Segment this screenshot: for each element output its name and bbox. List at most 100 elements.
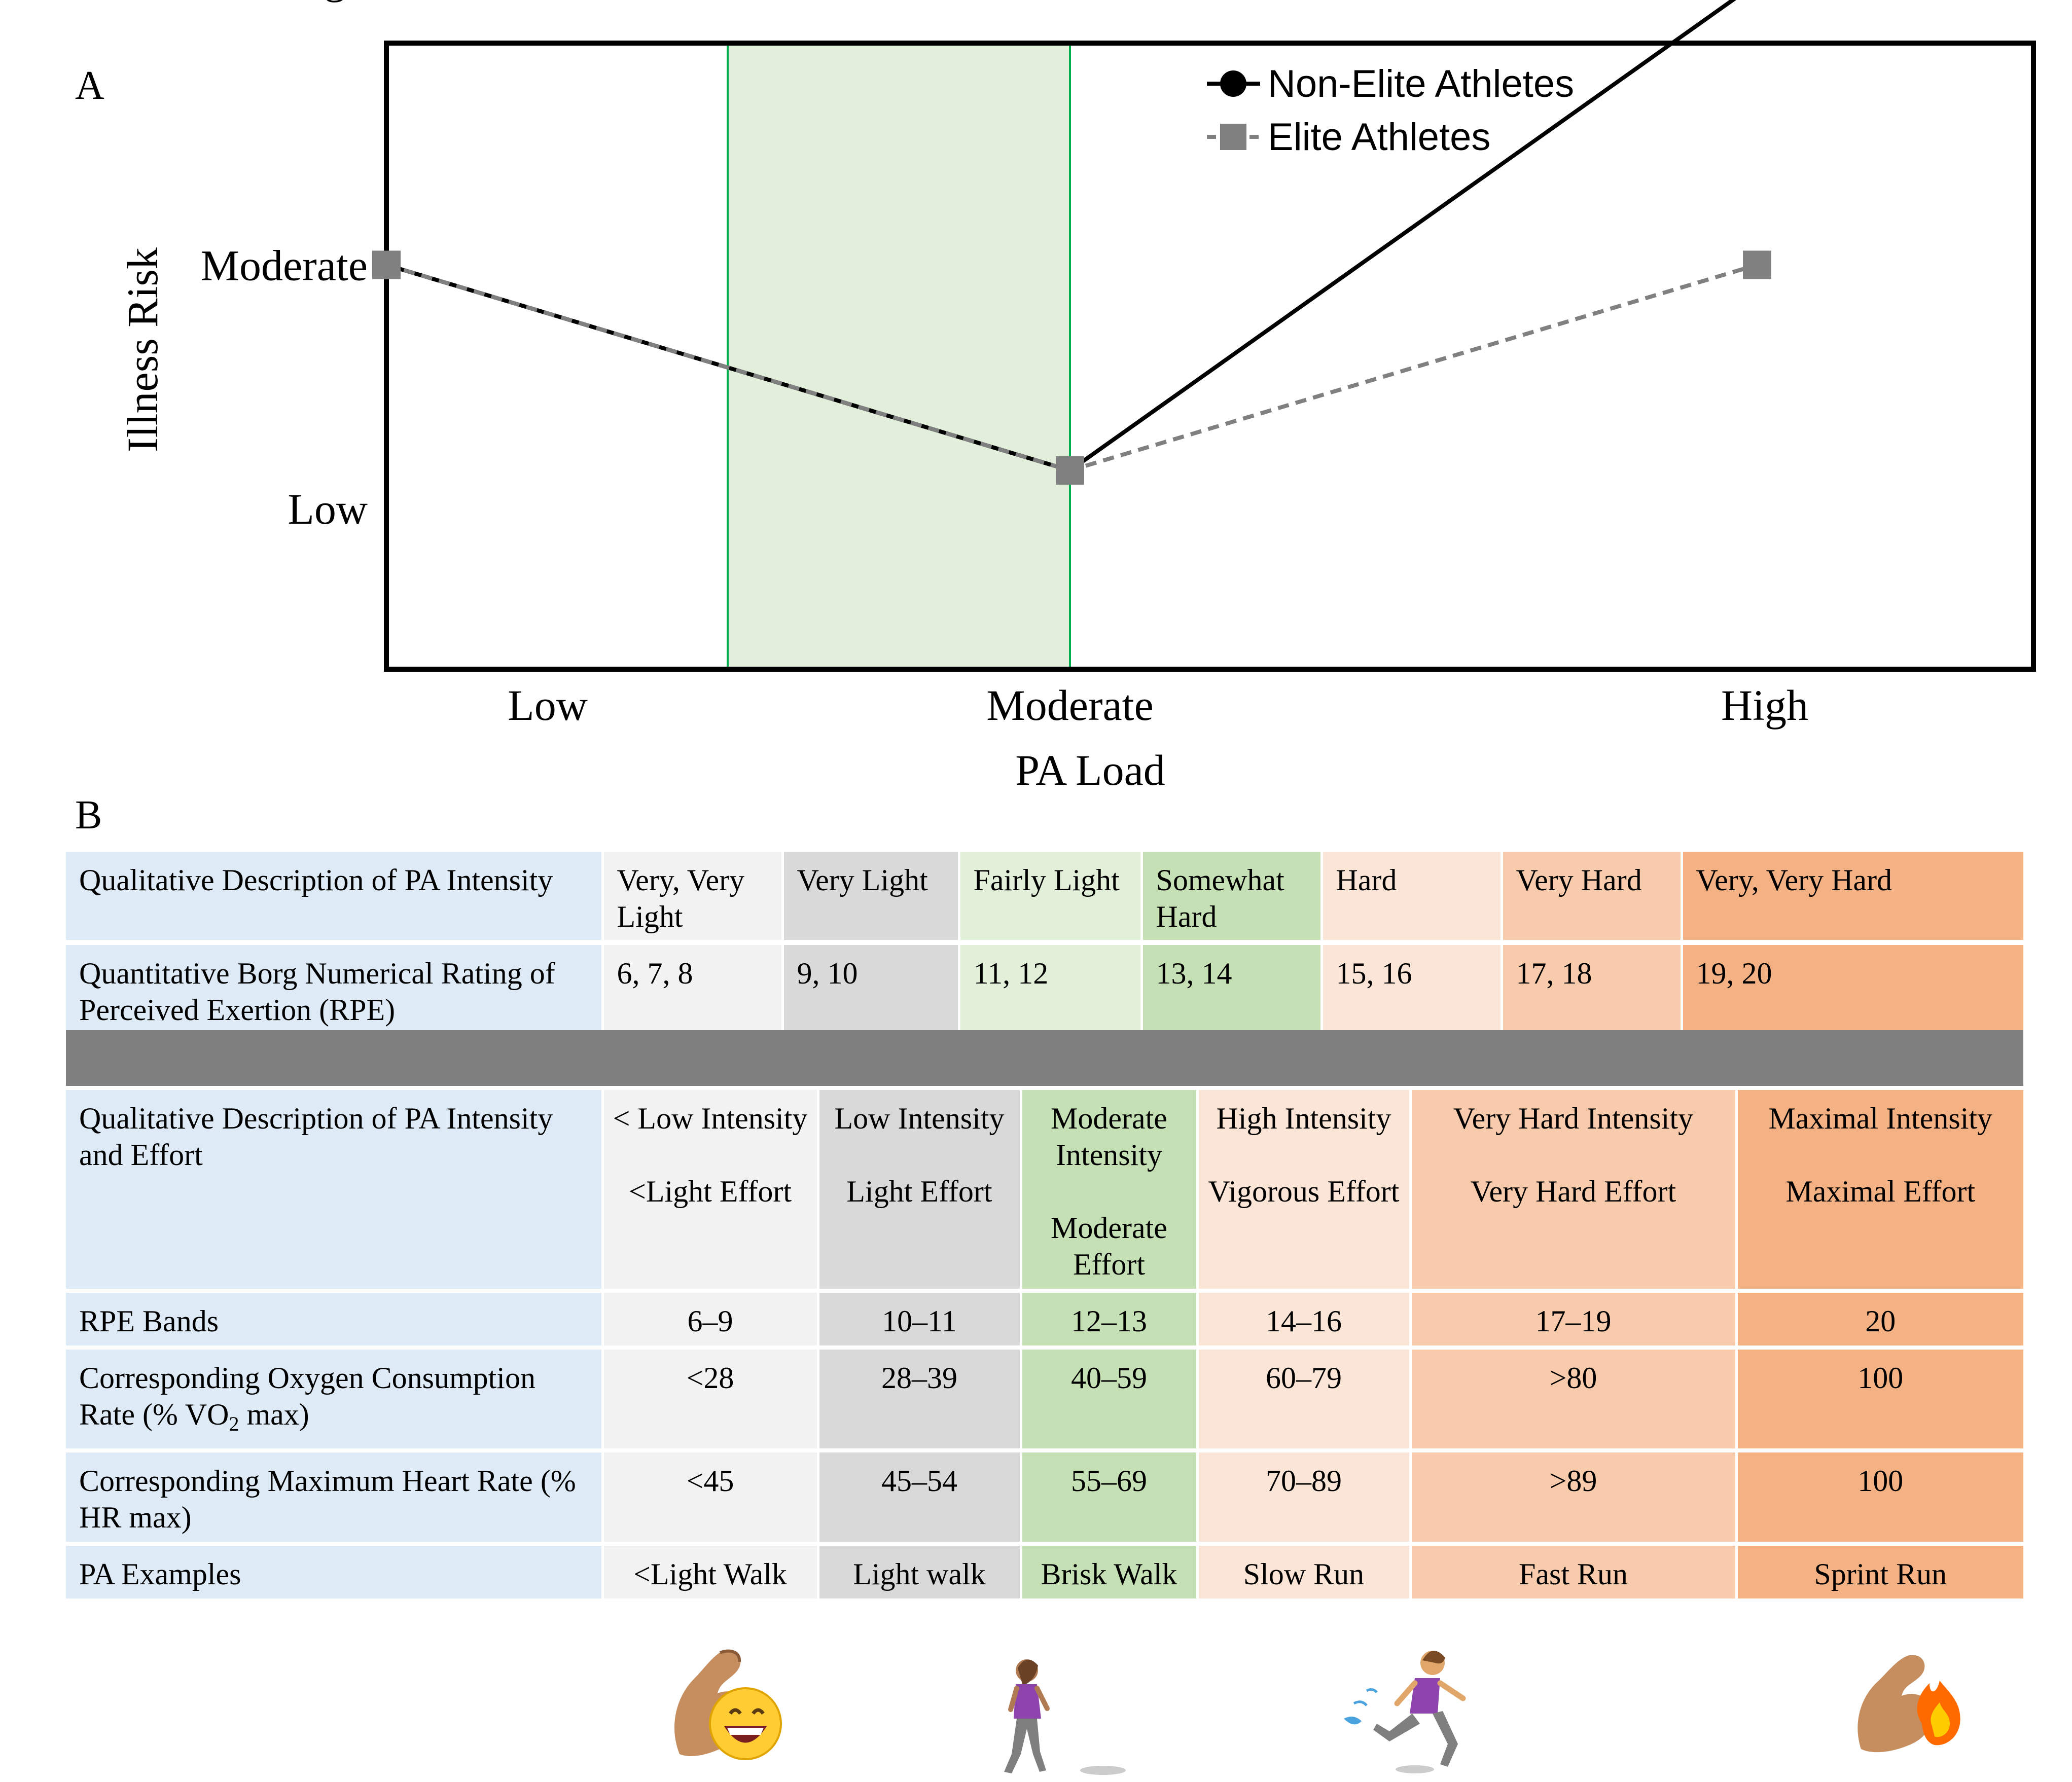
table-cell: Somewhat Hard	[1140, 852, 1321, 945]
x-tick-label: Low	[508, 681, 588, 730]
row-label: PA Examples	[66, 1544, 602, 1603]
plot-frame	[384, 41, 2036, 672]
legend-marker	[1220, 70, 1246, 97]
series-line-elite-overlay	[385, 263, 1071, 472]
table-cell: 100	[1735, 1348, 2023, 1452]
table-cell: Very Hard Intensity Very Hard Effort	[1409, 1090, 1736, 1293]
table-cell: 100	[1735, 1450, 2023, 1546]
x-tick-label: Moderate	[986, 681, 1154, 730]
panel-b-letter: B	[75, 793, 102, 838]
flexed-biceps-fire-icon	[1857, 1655, 1960, 1753]
table-cell: 13, 14	[1140, 942, 1321, 1038]
table-cell: Hard	[1320, 852, 1502, 945]
table-cell: 14–16	[1196, 1291, 1410, 1350]
intensity-text: < Low Intensity	[613, 1102, 808, 1135]
effort-text: Maximal Effort	[1785, 1175, 1976, 1208]
table-row-qualitative: Qualitative Description of PA Intensity …	[66, 852, 2023, 945]
table-row-borg: Quantitative Borg Numerical Rating of Pe…	[66, 942, 2023, 1038]
row-label: Qualitative Description of PA Intensity	[66, 852, 602, 945]
table-row-oxygen: Corresponding Oxygen Consumption Rate (%…	[66, 1348, 2023, 1452]
table-cell: Brisk Walk	[1019, 1544, 1197, 1603]
table-row-intensity: Qualitative Description of PA Intensity …	[66, 1090, 2023, 1293]
legend-marker	[1220, 124, 1246, 150]
table-cell: Light walk	[816, 1544, 1021, 1603]
data-point	[372, 250, 401, 279]
row-label: Qualitative Description of PA Intensity …	[66, 1090, 602, 1293]
effort-text: Light Effort	[846, 1175, 992, 1208]
borg-rpe-table: Qualitative Description of PA Intensity …	[66, 852, 2023, 1038]
table-row-examples: PA Examples <Light Walk Light walk Brisk…	[66, 1544, 2023, 1603]
table-cell: 11, 12	[957, 942, 1141, 1038]
table-cell: 9, 10	[781, 942, 959, 1038]
table-cell: 70–89	[1196, 1450, 1410, 1546]
series-line-elite	[385, 263, 1758, 473]
table-cell: High Intensity Vigorous Effort	[1196, 1090, 1410, 1293]
table-cell: Very Light	[781, 852, 959, 945]
row-label: Corresponding Maximum Heart Rate (% HR m…	[66, 1450, 602, 1546]
table-cell: 28–39	[816, 1348, 1021, 1452]
effort-text: Moderate Effort	[1051, 1211, 1167, 1281]
table-cell: Fast Run	[1409, 1544, 1736, 1603]
row-label: RPE Bands	[66, 1291, 602, 1350]
table-cell: 15, 16	[1320, 942, 1502, 1038]
table-cell: 10–11	[816, 1291, 1021, 1350]
table-row-rpe-bands: RPE Bands 6–9 10–11 12–13 14–16 17–19 20	[66, 1291, 2023, 1350]
table-cell: Slow Run	[1196, 1544, 1410, 1603]
table-cell: <Light Walk	[601, 1544, 818, 1603]
table-divider-bar	[66, 1030, 2023, 1086]
table-cell: 12–13	[1019, 1291, 1197, 1350]
intensity-text: Very Hard Intensity	[1453, 1102, 1694, 1135]
table-cell: 19, 20	[1680, 942, 2023, 1038]
x-tick-label: High	[1721, 681, 1808, 730]
table-row-heart-rate: Corresponding Maximum Heart Rate (% HR m…	[66, 1450, 2023, 1546]
y-axis-label: Illness Risk	[118, 247, 167, 452]
effort-text: Very Hard Effort	[1470, 1175, 1676, 1208]
rpe-bands-table: Qualitative Description of PA Intensity …	[66, 1090, 2023, 1603]
table-cell: 6, 7, 8	[601, 942, 782, 1038]
legend-label: Non-Elite Athletes	[1268, 62, 1574, 105]
panel-a: A Low Moderate High Low Moderate High PA Load Il…	[0, 0, 2072, 791]
table-cell: 60–79	[1196, 1348, 1410, 1452]
table-cell: Moderate Intensity Moderate Effort	[1019, 1090, 1197, 1293]
table-cell: 55–69	[1019, 1450, 1197, 1546]
effort-text: Vigorous Effort	[1208, 1175, 1400, 1208]
panel-a-letter: A	[75, 63, 104, 108]
row-label: Corresponding Oxygen Consumption Rate (%…	[66, 1348, 602, 1452]
table-cell: Fairly Light	[957, 852, 1141, 945]
woman-running-icon	[1344, 1651, 1466, 1773]
flexed-biceps-grinning-icon	[674, 1649, 782, 1760]
intensity-text: High Intensity	[1216, 1102, 1391, 1135]
table-cell: 45–54	[816, 1450, 1021, 1546]
x-axis-label: PA Load	[1015, 746, 1165, 791]
y-tick-label: High	[280, 0, 368, 3]
table-cell: >80	[1409, 1348, 1736, 1452]
table-cell: 17–19	[1409, 1291, 1736, 1350]
woman-walking-icon	[1004, 1659, 1126, 1775]
table-cell: Very, Very Hard	[1680, 852, 2023, 945]
table-cell: <28	[601, 1348, 818, 1452]
y-tick-label: Low	[288, 485, 368, 533]
intensity-text: Moderate Intensity	[1051, 1102, 1167, 1172]
intensity-text: Maximal Intensity	[1768, 1102, 1993, 1135]
table-cell: 40–59	[1019, 1348, 1197, 1452]
table-cell: Maximal Intensity Maximal Effort	[1735, 1090, 2023, 1293]
y-tick-label: Moderate	[200, 241, 368, 289]
highlight-region	[727, 42, 1071, 670]
data-point	[1056, 456, 1084, 485]
table-cell: 17, 18	[1500, 942, 1682, 1038]
illness-risk-chart: A Low Moderate High Low Moderate High PA Load Il…	[75, 0, 2036, 791]
row-label: Quantitative Borg Numerical Rating of Pe…	[66, 942, 602, 1038]
table-cell: Low Intensity Light Effort	[816, 1090, 1021, 1293]
table-cell: < Low Intensity <Light Effort	[601, 1090, 818, 1293]
table-cell: 20	[1735, 1291, 2023, 1350]
table-cell: >89	[1409, 1450, 1736, 1546]
table-cell: Very Hard	[1500, 852, 1682, 945]
label-text: max)	[239, 1398, 309, 1431]
table-cell: Very, Very Light	[601, 852, 782, 945]
table-cell: 6–9	[601, 1291, 818, 1350]
table-cell: Sprint Run	[1735, 1544, 2023, 1603]
table-cell: <45	[601, 1450, 818, 1546]
intensity-text: Low Intensity	[834, 1102, 1005, 1135]
label-text: Corresponding Oxygen Consumption Rate (%…	[79, 1361, 535, 1431]
data-point	[1743, 250, 1771, 279]
